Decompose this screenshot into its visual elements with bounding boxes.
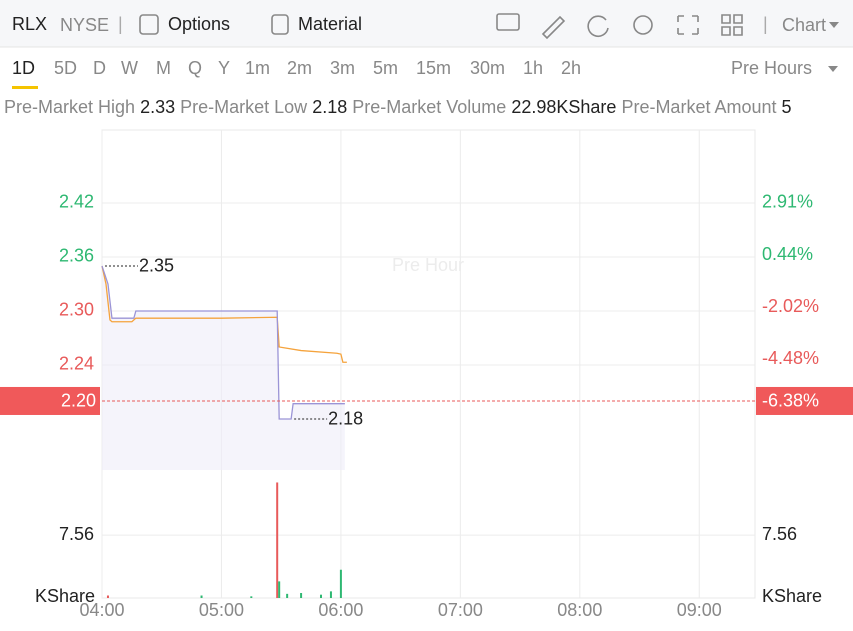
options-icon[interactable] (139, 14, 159, 35)
stat-label: Pre-Market High (4, 97, 135, 117)
period-tab[interactable]: 1h (523, 58, 543, 78)
avg-area (102, 265, 345, 470)
volume-bar (106, 595, 109, 598)
volume-bar (278, 581, 281, 598)
y-tick-label: 2.24 (59, 354, 94, 374)
volume-unit: KShare (35, 586, 95, 606)
period-tab[interactable]: W (121, 58, 138, 78)
stat-label: Pre-Market Volume (352, 97, 506, 117)
price-line (101, 265, 347, 363)
dropdown-arrow (829, 22, 839, 28)
stat-label: Pre-Market Low (180, 97, 308, 117)
period-tab[interactable]: 2h (561, 58, 581, 78)
y2-tick-label: 0.44% (762, 244, 813, 264)
avg-line (101, 265, 345, 420)
period-tab[interactable]: 30m (470, 58, 505, 78)
material-icon[interactable] (271, 14, 289, 35)
volume-bar (276, 482, 279, 598)
y-tick-label: 2.36 (59, 246, 94, 266)
exchange: NYSE (60, 15, 109, 35)
fullscreen-icon[interactable] (677, 15, 699, 35)
dropdown-arrow (828, 66, 838, 72)
period-tab[interactable]: 15m (416, 58, 451, 78)
stat-value: 2.18 (312, 97, 347, 117)
session-select[interactable]: Pre Hours (731, 58, 812, 78)
period-tab[interactable]: 5D (54, 58, 77, 78)
top-bar (0, 0, 853, 47)
watermark: Pre Hour (392, 255, 464, 275)
volume-tick-label: 7.56 (762, 524, 797, 544)
period-tab[interactable]: 2m (287, 58, 312, 78)
y2-tick-label: -4.48% (762, 348, 819, 368)
volume-tick-label: 7.56 (59, 524, 94, 544)
draw-icon[interactable] (541, 15, 566, 40)
y-tick-label: 2.42 (59, 192, 94, 212)
marker-label: 2.18 (328, 409, 363, 429)
x-tick-label: 06:00 (318, 600, 363, 620)
y2-tick-label: 2.91% (762, 192, 813, 212)
refresh-icon[interactable] (587, 15, 609, 37)
menu-material[interactable]: Material (298, 14, 362, 34)
current-pct-label: -6.38% (762, 391, 819, 411)
stat-value: 5 (782, 97, 792, 117)
stat-label: Pre-Market Amount (621, 97, 776, 117)
separator: | (763, 14, 768, 34)
separator: | (118, 14, 123, 34)
stat-value: 22.98KShare (511, 97, 616, 117)
x-tick-label: 09:00 (677, 600, 722, 620)
x-tick-label: 07:00 (438, 600, 483, 620)
layout-icon[interactable] (721, 14, 743, 36)
symbol: RLX (12, 14, 47, 34)
settings-icon[interactable] (633, 15, 653, 35)
volume-bar (329, 591, 332, 598)
stat-value: 2.33 (140, 97, 175, 117)
current-price-tag (0, 386, 100, 415)
volume-bar (300, 593, 303, 598)
period-tab[interactable]: 1D (12, 58, 35, 78)
y2-tick-label: -2.02% (762, 296, 819, 316)
x-tick-label: 08:00 (557, 600, 602, 620)
marker-label: 2.35 (139, 256, 174, 276)
chart-menu[interactable]: Chart (782, 15, 826, 35)
volume-bar (286, 593, 289, 598)
x-tick-label: 04:00 (79, 600, 124, 620)
period-tab[interactable]: M (156, 58, 171, 78)
volume-bar (250, 596, 253, 598)
volume-bar (319, 594, 322, 598)
stats-line: Pre-Market High 2.33 Pre-Market Low 2.18… (4, 97, 792, 117)
y-tick-label: 2.30 (59, 300, 94, 320)
volume-bar (200, 595, 203, 598)
selected-underline (12, 86, 38, 89)
period-tab[interactable]: 3m (330, 58, 355, 78)
period-tab[interactable]: 1m (245, 58, 270, 78)
x-tick-label: 05:00 (199, 600, 244, 620)
period-tab[interactable]: Q (188, 58, 202, 78)
period-tab[interactable]: Y (218, 58, 230, 78)
volume-unit: KShare (762, 586, 822, 606)
menu-options[interactable]: Options (168, 14, 230, 34)
volume-bar (339, 569, 342, 598)
period-tab[interactable]: 5m (373, 58, 398, 78)
indicator-icon[interactable] (496, 13, 520, 31)
period-tab[interactable]: D (93, 58, 106, 78)
current-price-label: 2.20 (61, 391, 96, 411)
current-pct-tag (756, 386, 853, 415)
